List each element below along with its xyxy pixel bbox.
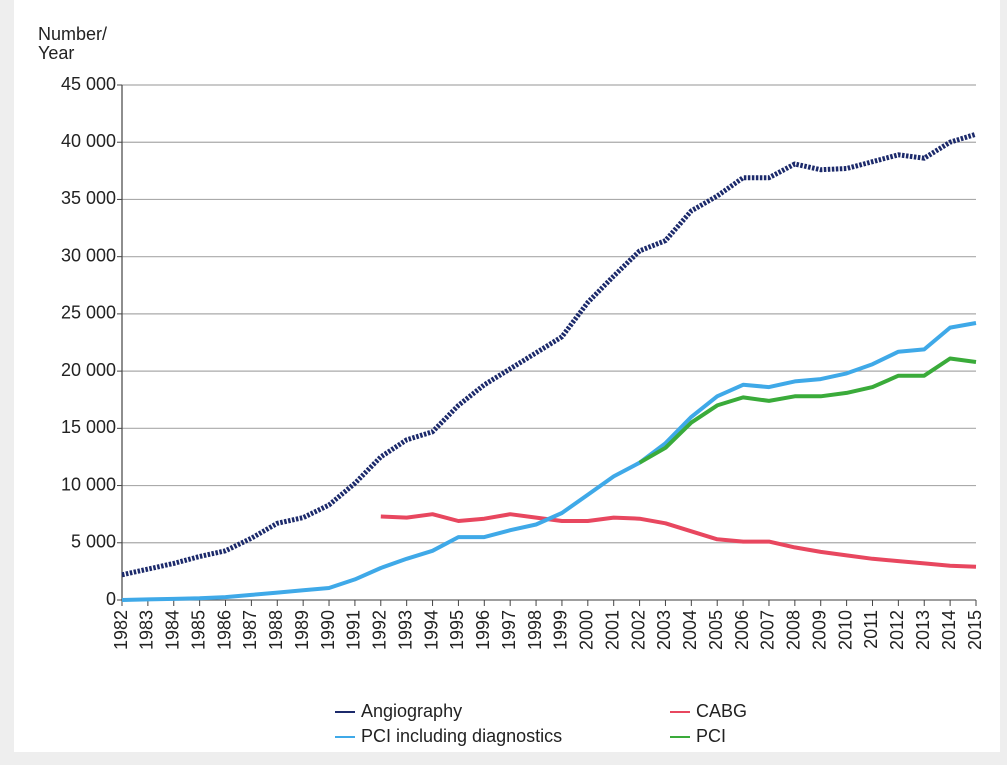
x-tick-label: 2008 (784, 610, 804, 650)
y-tick-label: 40 000 (61, 131, 116, 151)
x-tick-label: 1991 (344, 610, 364, 650)
x-tick-label: 2013 (913, 610, 933, 650)
x-tick-label: 1989 (292, 610, 312, 650)
x-tick-label: 2015 (965, 610, 985, 650)
x-tick-label: 2009 (809, 610, 829, 650)
y-tick-label: 15 000 (61, 417, 116, 437)
y-tick-label: 20 000 (61, 360, 116, 380)
legend-label: Angiography (361, 701, 462, 721)
x-tick-label: 2001 (602, 610, 622, 650)
x-tick-label: 1998 (525, 610, 545, 650)
x-tick-label: 1993 (395, 610, 415, 650)
y-tick-label: 25 000 (61, 303, 116, 323)
x-tick-label: 1988 (266, 610, 286, 650)
y-axis-label: Year (38, 43, 74, 63)
x-tick-label: 2000 (577, 610, 597, 650)
x-tick-label: 1985 (188, 610, 208, 650)
x-tick-label: 1992 (370, 610, 390, 650)
series-line (380, 512, 977, 569)
x-tick-label: 1997 (499, 610, 519, 650)
x-tick-label: 2005 (706, 610, 726, 650)
y-tick-label: 35 000 (61, 188, 116, 208)
x-tick-label: 1983 (137, 610, 157, 650)
x-tick-label: 1984 (163, 610, 183, 650)
y-axis-label: Number/ (38, 24, 107, 44)
y-tick-label: 30 000 (61, 245, 116, 265)
x-tick-label: 2014 (939, 610, 959, 650)
x-tick-label: 2004 (680, 610, 700, 650)
legend-label: CABG (696, 701, 747, 721)
x-tick-label: 1994 (421, 610, 441, 650)
series-line (638, 356, 977, 465)
x-tick-label: 2003 (654, 610, 674, 650)
y-tick-label: 5 000 (71, 532, 116, 552)
x-tick-label: 1990 (318, 610, 338, 650)
x-tick-label: 2011 (861, 610, 881, 649)
x-tick-label: 2010 (835, 610, 855, 650)
legend-label: PCI including diagnostics (361, 726, 562, 746)
series-line (121, 131, 977, 578)
x-tick-label: 2002 (628, 610, 648, 650)
x-tick-label: 2007 (758, 610, 778, 650)
x-tick-label: 2012 (887, 610, 907, 650)
x-tick-label: 1995 (447, 610, 467, 650)
y-tick-label: 45 000 (61, 74, 116, 94)
x-tick-label: 1982 (111, 610, 131, 650)
x-tick-label: 2006 (732, 610, 752, 650)
x-tick-label: 1999 (551, 610, 571, 650)
legend-label: PCI (696, 726, 726, 746)
y-tick-label: 0 (106, 589, 116, 609)
series-line (121, 321, 977, 602)
x-tick-label: 1987 (240, 610, 260, 650)
x-tick-label: 1986 (214, 610, 234, 650)
x-tick-label: 1996 (473, 610, 493, 650)
y-tick-label: 10 000 (61, 474, 116, 494)
